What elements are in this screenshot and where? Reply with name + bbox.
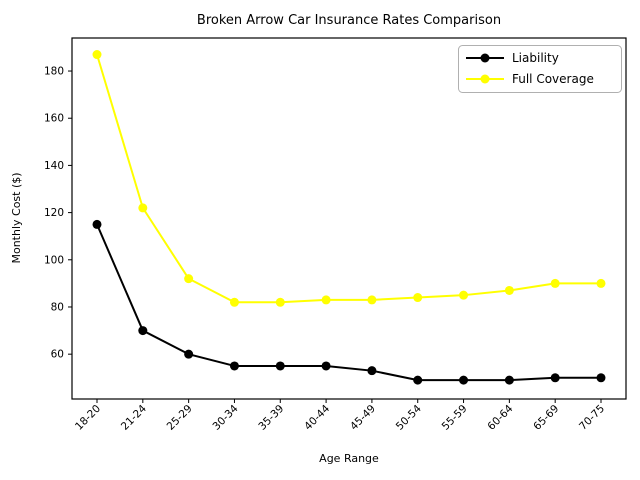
plot-border [71,37,627,400]
data-point-liability [138,326,148,336]
x-tick-label: 35-39 [256,403,286,433]
legend-item-full-coverage: Full Coverage [466,72,594,86]
data-point-liability [367,366,377,376]
data-point-full-coverage [229,297,239,307]
data-point-liability [413,375,423,385]
x-tick-label: 70-75 [577,403,607,433]
data-point-full-coverage [413,293,423,303]
data-point-liability [229,361,239,371]
y-tick-label: 80 [51,301,64,313]
y-tick-label: 60 [51,349,64,361]
legend-item-liability: Liability [466,51,559,65]
y-tick-label: 100 [44,254,64,266]
plot-area [72,38,626,399]
data-point-liability [321,361,331,371]
y-tick-label: 140 [44,160,64,172]
y-axis-label: Monthly Cost ($) [10,172,23,263]
data-point-full-coverage [596,278,606,288]
legend-label-liability: Liability [512,51,559,65]
legend-label-full-coverage: Full Coverage [512,72,594,86]
data-point-liability [184,349,194,359]
legend-marker-liability [480,53,490,63]
y-tick-label: 180 [44,66,64,78]
data-point-full-coverage [92,50,102,60]
series-liability [92,219,606,385]
chart-title: Broken Arrow Car Insurance Rates Compari… [197,13,501,28]
data-point-full-coverage [459,290,469,300]
x-tick-label: 21-24 [119,402,149,432]
legend-marker-full-coverage [480,74,490,84]
x-axis-label: Age Range [319,452,379,465]
y-tick-label: 120 [44,207,64,219]
series-line-full-coverage [96,53,602,304]
x-tick-label: 18-20 [73,403,103,433]
x-tick-label: 65-69 [531,403,561,433]
y-tick-label: 160 [44,113,64,125]
data-point-liability [275,361,285,371]
data-series [92,50,606,385]
data-point-liability [550,373,560,383]
x-tick-label: 50-54 [394,402,424,432]
x-tick-label: 60-64 [485,402,515,432]
x-tick-label: 40-44 [302,402,332,432]
data-point-full-coverage [321,295,331,305]
data-point-full-coverage [550,278,560,288]
data-point-liability [459,375,469,385]
data-point-full-coverage [367,295,377,305]
data-point-full-coverage [184,274,194,284]
data-point-full-coverage [504,285,514,295]
legend: Liability Full Coverage [458,45,622,93]
x-tick-label: 55-59 [440,403,470,433]
x-tick-label: 45-49 [348,403,378,433]
series-line-liability [96,223,602,382]
x-tick-label: 25-29 [165,403,195,433]
series-full-coverage [92,50,606,307]
x-tick-label: 30-34 [211,402,241,432]
data-point-liability [92,219,102,229]
data-point-full-coverage [138,203,148,213]
data-point-liability [596,373,606,383]
data-point-full-coverage [275,297,285,307]
data-point-liability [504,375,514,385]
